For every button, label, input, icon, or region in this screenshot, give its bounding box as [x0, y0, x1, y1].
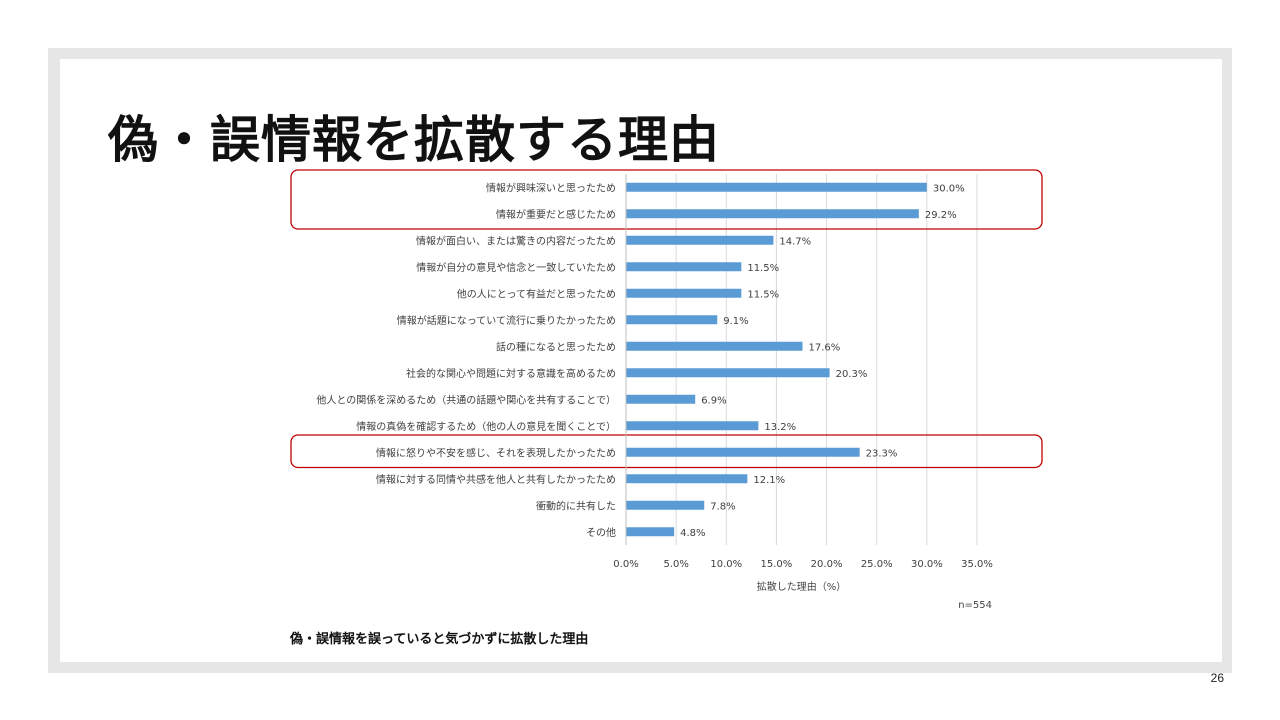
category-label: 話の種になると思ったため [496, 340, 616, 353]
value-label: 12.1% [753, 475, 785, 486]
bar [626, 341, 803, 351]
bar [626, 447, 860, 457]
value-label: 11.5% [747, 263, 779, 274]
x-tick-labels: 0.0% 5.0% 10.0% 15.0% 20.0% 25.0% 30.0% 35.0% [613, 559, 993, 570]
value-label: 6.9% [701, 395, 726, 406]
bar [626, 315, 718, 325]
value-label: 30.0% [933, 183, 965, 194]
category-label: 他の人にとって有益だと思ったため [457, 287, 616, 300]
bar [626, 288, 742, 298]
category-label: 衝動的に共有した [536, 499, 616, 512]
bar [626, 209, 919, 219]
chart-caption: 偽・誤情報を誤っていると気づかずに拡散した理由 [290, 632, 589, 647]
category-label: 情報に対する同情や共感を他人と共有したかったため [376, 473, 616, 486]
value-label: 13.2% [764, 422, 796, 433]
highlight-boxes [290, 169, 1043, 469]
value-label: 20.3% [836, 369, 868, 380]
category-label: 他人との関係を深めるため（共通の話題や関心を共有することで） [316, 393, 616, 406]
category-label: 情報の真偽を確認するため（他の人の意見を聞くことで） [356, 420, 616, 433]
page-number: 26 [1210, 671, 1224, 685]
bar [626, 474, 748, 484]
category-label: 情報が話題になっていて流行に乗りたかったため [397, 314, 616, 327]
category-label: 情報に怒りや不安を感じ、それを表現したかったため [376, 446, 616, 459]
bar [626, 368, 830, 378]
bars [626, 182, 927, 537]
bar [626, 394, 696, 404]
category-label: 情報が面白い、または驚きの内容だったため [416, 234, 616, 247]
value-label: 7.8% [710, 501, 735, 512]
value-label: 17.6% [809, 342, 841, 353]
category-label: その他 [586, 526, 616, 539]
sample-size-note: n=554 [958, 600, 992, 611]
bar [626, 500, 705, 510]
bar [626, 421, 759, 431]
category-label: 社会的な関心や問題に対する意識を高めるため [406, 367, 616, 380]
slide-canvas [60, 59, 1222, 662]
category-label: 情報が重要だと感じたため [496, 208, 616, 221]
category-label: 情報が自分の意見や信念と一致していたため [416, 261, 616, 274]
x-tick-label: 15.0% [761, 559, 793, 570]
slide-title: 偽・誤情報を拡散する理由 [108, 111, 720, 169]
bar [626, 235, 774, 245]
bar [626, 262, 742, 272]
x-tick-label: 35.0% [961, 559, 993, 570]
value-label: 9.1% [723, 316, 748, 327]
x-tick-label: 25.0% [861, 559, 893, 570]
x-tick-label: 10.0% [710, 559, 742, 570]
x-tick-label: 5.0% [663, 559, 688, 570]
value-label: 4.8% [680, 528, 705, 539]
x-axis-title: 拡散した理由（%） [757, 580, 847, 593]
value-label: 23.3% [866, 448, 898, 459]
value-labels: 30.0% 29.2% 14.7% 11.5% 11.5% 9.1% 17.6% 20.3% 6… [680, 183, 965, 539]
x-tick-label: 30.0% [911, 559, 943, 570]
x-tick-label: 20.0% [811, 559, 843, 570]
value-label: 14.7% [779, 236, 811, 247]
category-label: 情報が興味深いと思ったため [486, 181, 616, 194]
highlight-box [290, 434, 1043, 469]
bar [626, 182, 927, 192]
highlight-box [290, 169, 1043, 230]
category-labels: 情報が興味深いと思ったため情報が重要だと感じたため情報が面白い、または驚きの内容… [316, 181, 616, 539]
x-tick-label: 0.0% [613, 559, 638, 570]
value-label: 11.5% [747, 289, 779, 300]
bar [626, 527, 675, 537]
value-label: 29.2% [925, 210, 957, 221]
